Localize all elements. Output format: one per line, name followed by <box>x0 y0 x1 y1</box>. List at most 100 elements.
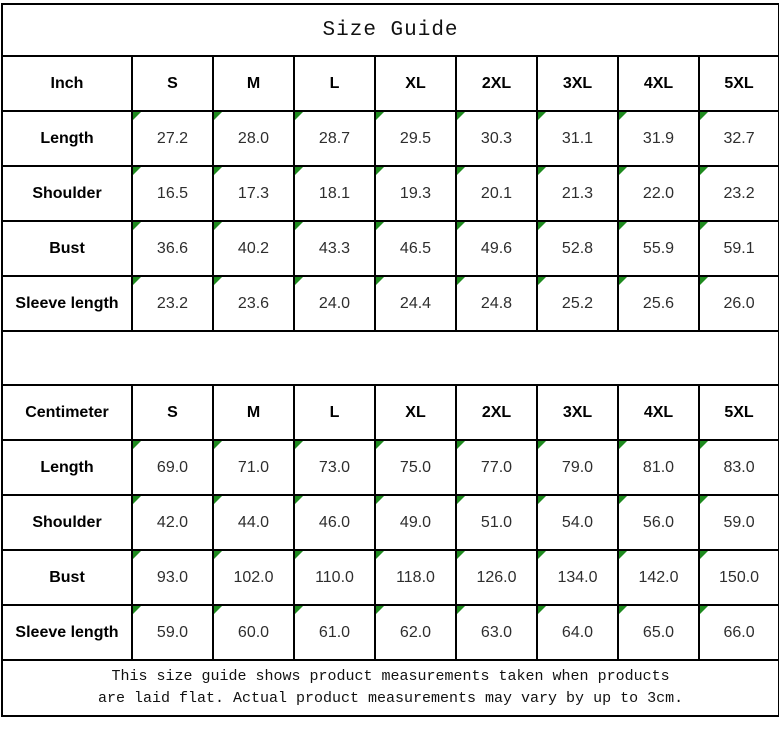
value-cell: 55.9 <box>617 220 700 277</box>
value-cell: 83.0 <box>697 439 779 496</box>
corner-triangle-icon <box>458 278 465 285</box>
cm-size-header-cell: L <box>293 384 376 441</box>
value-cell: 73.0 <box>293 439 376 496</box>
corner-triangle-icon <box>377 442 384 449</box>
value-cell: 79.0 <box>536 439 619 496</box>
value-cell-text: 36.6 <box>156 239 189 257</box>
value-cell: 150.0 <box>697 549 779 606</box>
value-cell-text: 46.5 <box>399 239 432 257</box>
value-cell-text: 49.6 <box>480 239 513 257</box>
row-label-cell: Bust <box>1 549 133 606</box>
corner-triangle-icon <box>296 278 303 285</box>
footer-note: This size guide shows product measuremen… <box>0 659 779 717</box>
inch-unit-header-cell: Inch <box>1 55 133 112</box>
corner-triangle-icon <box>458 497 465 504</box>
value-cell: 25.6 <box>617 275 700 332</box>
value-cell: 77.0 <box>455 439 538 496</box>
corner-triangle-icon <box>701 442 708 449</box>
value-cell-text: 62.0 <box>399 623 432 641</box>
cm-size-header-cell: 2XL <box>455 384 538 441</box>
value-cell-text: 65.0 <box>642 623 675 641</box>
value-cell-text: 28.7 <box>318 129 351 147</box>
corner-triangle-icon <box>620 552 627 559</box>
value-cell: 60.0 <box>212 604 295 661</box>
value-cell: 46.5 <box>374 220 457 277</box>
corner-triangle-icon <box>620 278 627 285</box>
corner-triangle-icon <box>701 552 708 559</box>
inch-size-header-cell: S <box>131 55 214 112</box>
value-cell: 21.3 <box>536 165 619 222</box>
value-cell-text: 16.5 <box>156 184 189 202</box>
inch-size-header-cell-text: 2XL <box>481 74 512 92</box>
corner-triangle-icon <box>539 223 546 230</box>
value-cell-text: 27.2 <box>156 129 189 147</box>
value-cell: 26.0 <box>697 275 779 332</box>
corner-triangle-icon <box>620 497 627 504</box>
corner-triangle-icon <box>458 607 465 614</box>
value-cell-text: 142.0 <box>638 568 679 586</box>
inch-size-header-cell: L <box>293 55 376 112</box>
corner-triangle-icon <box>539 497 546 504</box>
spacer-row <box>0 330 779 386</box>
cm-size-header-cell: 4XL <box>617 384 700 441</box>
value-cell-text: 42.0 <box>156 513 189 531</box>
value-cell: 59.1 <box>697 220 779 277</box>
inch-measurement-row: Shoulder 16.5 17.3 18.1 19.3 20.1 21.3 22.0 23.2 <box>1 165 779 222</box>
corner-triangle-icon <box>377 552 384 559</box>
value-cell: 19.3 <box>374 165 457 222</box>
corner-triangle-icon <box>539 442 546 449</box>
cm-size-header-cell-text: 5XL <box>724 403 754 421</box>
inch-table-section: Inch S M L XL 2XL 3XL 4XL 5XL Length 27.2 28.0 28.7 2… <box>1 55 779 332</box>
corner-triangle-icon <box>377 278 384 285</box>
corner-triangle-icon <box>377 223 384 230</box>
value-cell-text: 66.0 <box>723 623 755 641</box>
inch-header-row: Inch S M L XL 2XL 3XL 4XL 5XL <box>1 55 779 112</box>
value-cell: 56.0 <box>617 494 700 551</box>
value-cell-text: 69.0 <box>156 458 189 476</box>
corner-triangle-icon <box>701 223 708 230</box>
inch-size-header-cell-text: 3XL <box>562 74 593 92</box>
value-cell-text: 18.1 <box>318 184 351 202</box>
row-label-cell-text: Shoulder <box>32 184 102 202</box>
inch-size-header-cell-text: 4XL <box>643 74 674 92</box>
footer-section: This size guide shows product measuremen… <box>0 659 779 717</box>
corner-triangle-icon <box>539 278 546 285</box>
corner-triangle-icon <box>458 113 465 120</box>
value-cell: 126.0 <box>455 549 538 606</box>
value-cell: 63.0 <box>455 604 538 661</box>
corner-triangle-icon <box>701 113 708 120</box>
inch-unit-header-cell-text: Inch <box>50 74 84 92</box>
corner-triangle-icon <box>458 552 465 559</box>
value-cell-text: 31.1 <box>561 129 594 147</box>
value-cell-text: 51.0 <box>480 513 513 531</box>
inch-size-header-cell: 3XL <box>536 55 619 112</box>
value-cell-text: 28.0 <box>237 129 270 147</box>
value-cell-text: 19.3 <box>399 184 432 202</box>
value-cell: 71.0 <box>212 439 295 496</box>
corner-triangle-icon <box>215 442 222 449</box>
row-label-cell-text: Length <box>40 458 94 476</box>
value-cell-text: 110.0 <box>315 568 354 586</box>
value-cell-text: 31.9 <box>642 129 675 147</box>
corner-triangle-icon <box>296 442 303 449</box>
corner-triangle-icon <box>296 113 303 120</box>
value-cell-text: 61.0 <box>318 623 351 641</box>
corner-triangle-icon <box>134 168 141 175</box>
corner-triangle-icon <box>134 442 141 449</box>
value-cell: 102.0 <box>212 549 295 606</box>
value-cell-text: 59.1 <box>723 239 755 257</box>
inch-size-header-cell-text: L <box>329 74 340 92</box>
cm-unit-header-cell-text: Centimeter <box>25 403 109 421</box>
row-label-cell-text: Sleeve length <box>15 623 119 641</box>
corner-triangle-icon <box>215 552 222 559</box>
corner-triangle-icon <box>377 497 384 504</box>
corner-triangle-icon <box>620 607 627 614</box>
value-cell: 17.3 <box>212 165 295 222</box>
corner-triangle-icon <box>134 497 141 504</box>
cm-size-header-cell: M <box>212 384 295 441</box>
cm-header-row: Centimeter S M L XL 2XL 3XL 4XL 5XL <box>1 384 779 441</box>
value-cell: 51.0 <box>455 494 538 551</box>
value-cell-text: 77.0 <box>480 458 513 476</box>
value-cell-text: 49.0 <box>399 513 432 531</box>
